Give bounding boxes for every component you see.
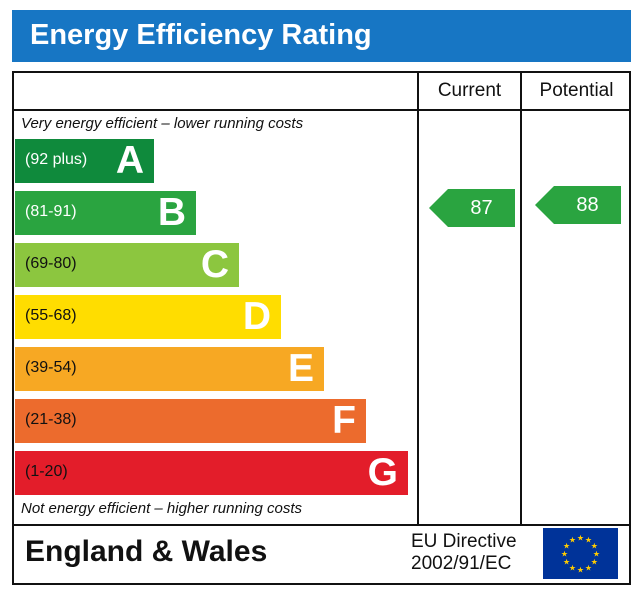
potential-rating-value: 88 (576, 194, 599, 216)
band-e: (39-54) E (15, 347, 324, 391)
eu-star-icon: ★ (585, 563, 592, 572)
band-a: (92 plus) A (15, 139, 154, 183)
eu-stars: ★ ★★★★★★★★★★★ (561, 534, 600, 575)
current-rating-value: 87 (470, 197, 493, 219)
band-g: (1-20) G (15, 451, 408, 495)
current-rating-arrow (429, 189, 515, 227)
rating-table (12, 71, 631, 585)
caption-inefficient: Not energy efficient – higher running co… (21, 500, 302, 517)
column-divider-potential (520, 71, 522, 526)
band-letter: F (332, 399, 356, 442)
band-letter: E (287, 347, 314, 390)
band-letter: B (157, 191, 186, 234)
band-range: (81-91) (25, 203, 77, 220)
directive-line-1: EU Directive (411, 531, 517, 552)
eu-star-icon: ★ (585, 536, 592, 545)
band-range: (1-20) (25, 463, 68, 480)
band-letter: G (367, 451, 398, 494)
band-b: (81-91) B (15, 191, 196, 235)
band-f: (21-38) F (15, 399, 366, 443)
title-bar: Energy Efficiency Rating (12, 10, 631, 62)
potential-rating-arrow (535, 186, 621, 224)
eu-star-icon: ★ (593, 550, 600, 559)
footer-directive: EU Directive 2002/91/EC (411, 531, 517, 575)
band-range: (55-68) (25, 307, 77, 324)
potential-rating-pointer: 88 (535, 186, 621, 224)
column-divider-current (417, 71, 419, 526)
band-range: (21-38) (25, 411, 77, 428)
eu-star-icon: ★ (577, 534, 584, 543)
eu-star-icon: ★ (569, 563, 576, 572)
eu-star-icon: ★ (591, 542, 598, 551)
page-title: Energy Efficiency Rating (30, 19, 372, 51)
eu-star-icon: ★ (563, 542, 570, 551)
band-letter: A (115, 139, 144, 182)
column-header-potential: Potential (539, 80, 614, 101)
band-letter: D (242, 295, 271, 338)
caption-efficient: Very energy efficient – lower running co… (21, 115, 304, 132)
eu-star-icon: ★ (591, 558, 598, 567)
band-d: (55-68) D (15, 295, 281, 339)
band-c: (69-80) C (15, 243, 239, 287)
current-rating-pointer: 87 (429, 189, 515, 227)
band-letter: C (200, 243, 229, 286)
eu-star-icon: ★ (561, 550, 568, 559)
header-divider (12, 109, 631, 111)
footer-country: England & Wales (25, 535, 268, 568)
band-range: (69-80) (25, 255, 77, 272)
eu-star-icon: ★ (569, 536, 576, 545)
eu-flag-icon: ★ ★ ★ ★ ★ ★ ★ ★ ★ ★ ★ ★ (543, 528, 618, 579)
directive-line-2: 2002/91/EC (411, 553, 512, 574)
eu-star-icon: ★ (563, 558, 570, 567)
footer-divider (12, 524, 631, 526)
band-range: (92 plus) (25, 151, 88, 168)
band-range: (39-54) (25, 359, 77, 376)
column-header-current: Current (437, 80, 502, 101)
eu-star-icon: ★ (577, 566, 584, 575)
